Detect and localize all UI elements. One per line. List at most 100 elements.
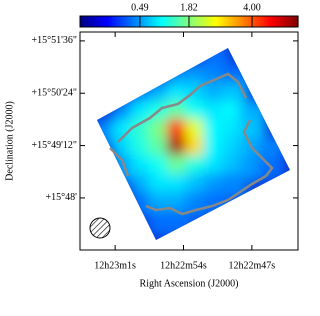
colorbar-step: [226, 16, 229, 27]
colorbar-step: [254, 16, 257, 27]
colorbar-step: [86, 16, 89, 27]
colorbar-step: [96, 16, 99, 27]
colorbar-step: [262, 16, 265, 27]
colorbar-step: [244, 16, 247, 27]
colorbar-step: [258, 16, 261, 27]
colorbar-step: [192, 16, 195, 27]
colorbar-step: [290, 16, 293, 27]
colorbar-step: [288, 16, 291, 27]
colorbar-step: [232, 16, 235, 27]
colorbar-step: [156, 16, 159, 27]
colorbar-step: [196, 16, 199, 27]
plot-frame: [79, 31, 299, 251]
colorbar-step: [160, 16, 163, 27]
contour: [109, 72, 274, 216]
colorbar-step: [124, 16, 127, 27]
colorbar-step: [144, 16, 147, 27]
colorbar-step: [168, 16, 171, 27]
colorbar-step: [112, 16, 115, 27]
colorbar-step: [252, 16, 255, 27]
colorbar-step: [286, 16, 289, 27]
colorbar-step: [246, 16, 249, 27]
colorbar-step: [186, 16, 189, 27]
colorbar-step: [176, 16, 179, 27]
colorbar-step: [204, 16, 207, 27]
colorbar-step: [194, 16, 197, 27]
colorbar-step: [108, 16, 111, 27]
colorbar-step: [120, 16, 123, 27]
colorbar-step: [260, 16, 263, 27]
colorbar-step: [270, 16, 273, 27]
colorbar-step: [240, 16, 243, 27]
colorbar-step: [138, 16, 141, 27]
colorbar-step: [84, 16, 87, 27]
colorbar-step: [242, 16, 245, 27]
colorbar-step: [198, 16, 201, 27]
colorbar-step: [140, 16, 143, 27]
colorbar-step: [134, 16, 137, 27]
colorbar-step: [94, 16, 97, 27]
colorbar-step: [136, 16, 139, 27]
colorbar-step: [126, 16, 129, 27]
colorbar-tick-label: 1.82: [180, 2, 198, 13]
colorbar-step: [146, 16, 149, 27]
colorbar-step: [98, 16, 101, 27]
colorbar-step: [256, 16, 259, 27]
colorbar-step: [274, 16, 277, 27]
colorbar-step: [92, 16, 95, 27]
colorbar-step: [152, 16, 155, 27]
colorbar-step: [280, 16, 283, 27]
colorbar-step: [142, 16, 145, 27]
colorbar-step: [162, 16, 165, 27]
colorbar-tick-label: 0.49: [131, 2, 149, 13]
x-tick-label: 12h22m54s: [160, 260, 207, 271]
colorbar-step: [264, 16, 267, 27]
y-tick-label: +15°48': [46, 192, 78, 203]
colorbar-step: [158, 16, 161, 27]
colorbar-step: [110, 16, 113, 27]
colorbar-step: [114, 16, 117, 27]
colorbar-step: [164, 16, 167, 27]
colorbar-step: [166, 16, 169, 27]
y-axis-label: Declination (J2000): [4, 101, 15, 181]
y-tick-label: +15°50'24": [31, 88, 77, 99]
colorbar-step: [202, 16, 205, 27]
y-tick-label: +15°51'36": [31, 35, 77, 46]
colorbar-step: [128, 16, 131, 27]
colorbar-step: [234, 16, 237, 27]
colorbar-step: [132, 16, 135, 27]
colorbar-step: [238, 16, 241, 27]
colorbar-step: [284, 16, 287, 27]
x-axis-label: Right Ascension (J2000): [140, 278, 239, 289]
beam: [89, 217, 111, 239]
colorbar-step: [122, 16, 125, 27]
colorbar-step: [116, 16, 119, 27]
colorbar-step: [174, 16, 177, 27]
map-clip: [97, 48, 284, 236]
colorbar-step: [154, 16, 157, 27]
colorbar: 0.49 1.82 4.00: [79, 2, 299, 28]
colorbar-step: [276, 16, 279, 27]
colorbar-step: [214, 16, 217, 27]
colorbar-step: [90, 16, 93, 27]
colorbar-step: [180, 16, 183, 27]
colorbar-step: [102, 16, 105, 27]
colorbar-step: [130, 16, 133, 27]
colorbar-step: [236, 16, 239, 27]
colorbar-step: [294, 16, 297, 27]
colorbar-step: [266, 16, 269, 27]
colorbar-step: [216, 16, 219, 27]
colorbar-step: [170, 16, 173, 27]
x-tick-label: 12h22m47s: [229, 260, 276, 271]
colorbar-step: [118, 16, 121, 27]
colorbar-step: [148, 16, 151, 27]
intensity-map: [97, 48, 284, 236]
x-tick-label: 12h23m1s: [94, 260, 136, 271]
colorbar-step: [104, 16, 107, 27]
colorbar-step: [206, 16, 209, 27]
colorbar-step: [220, 16, 223, 27]
colorbar-step: [248, 16, 251, 27]
colorbar-step: [296, 16, 299, 27]
colorbar-step: [282, 16, 285, 27]
